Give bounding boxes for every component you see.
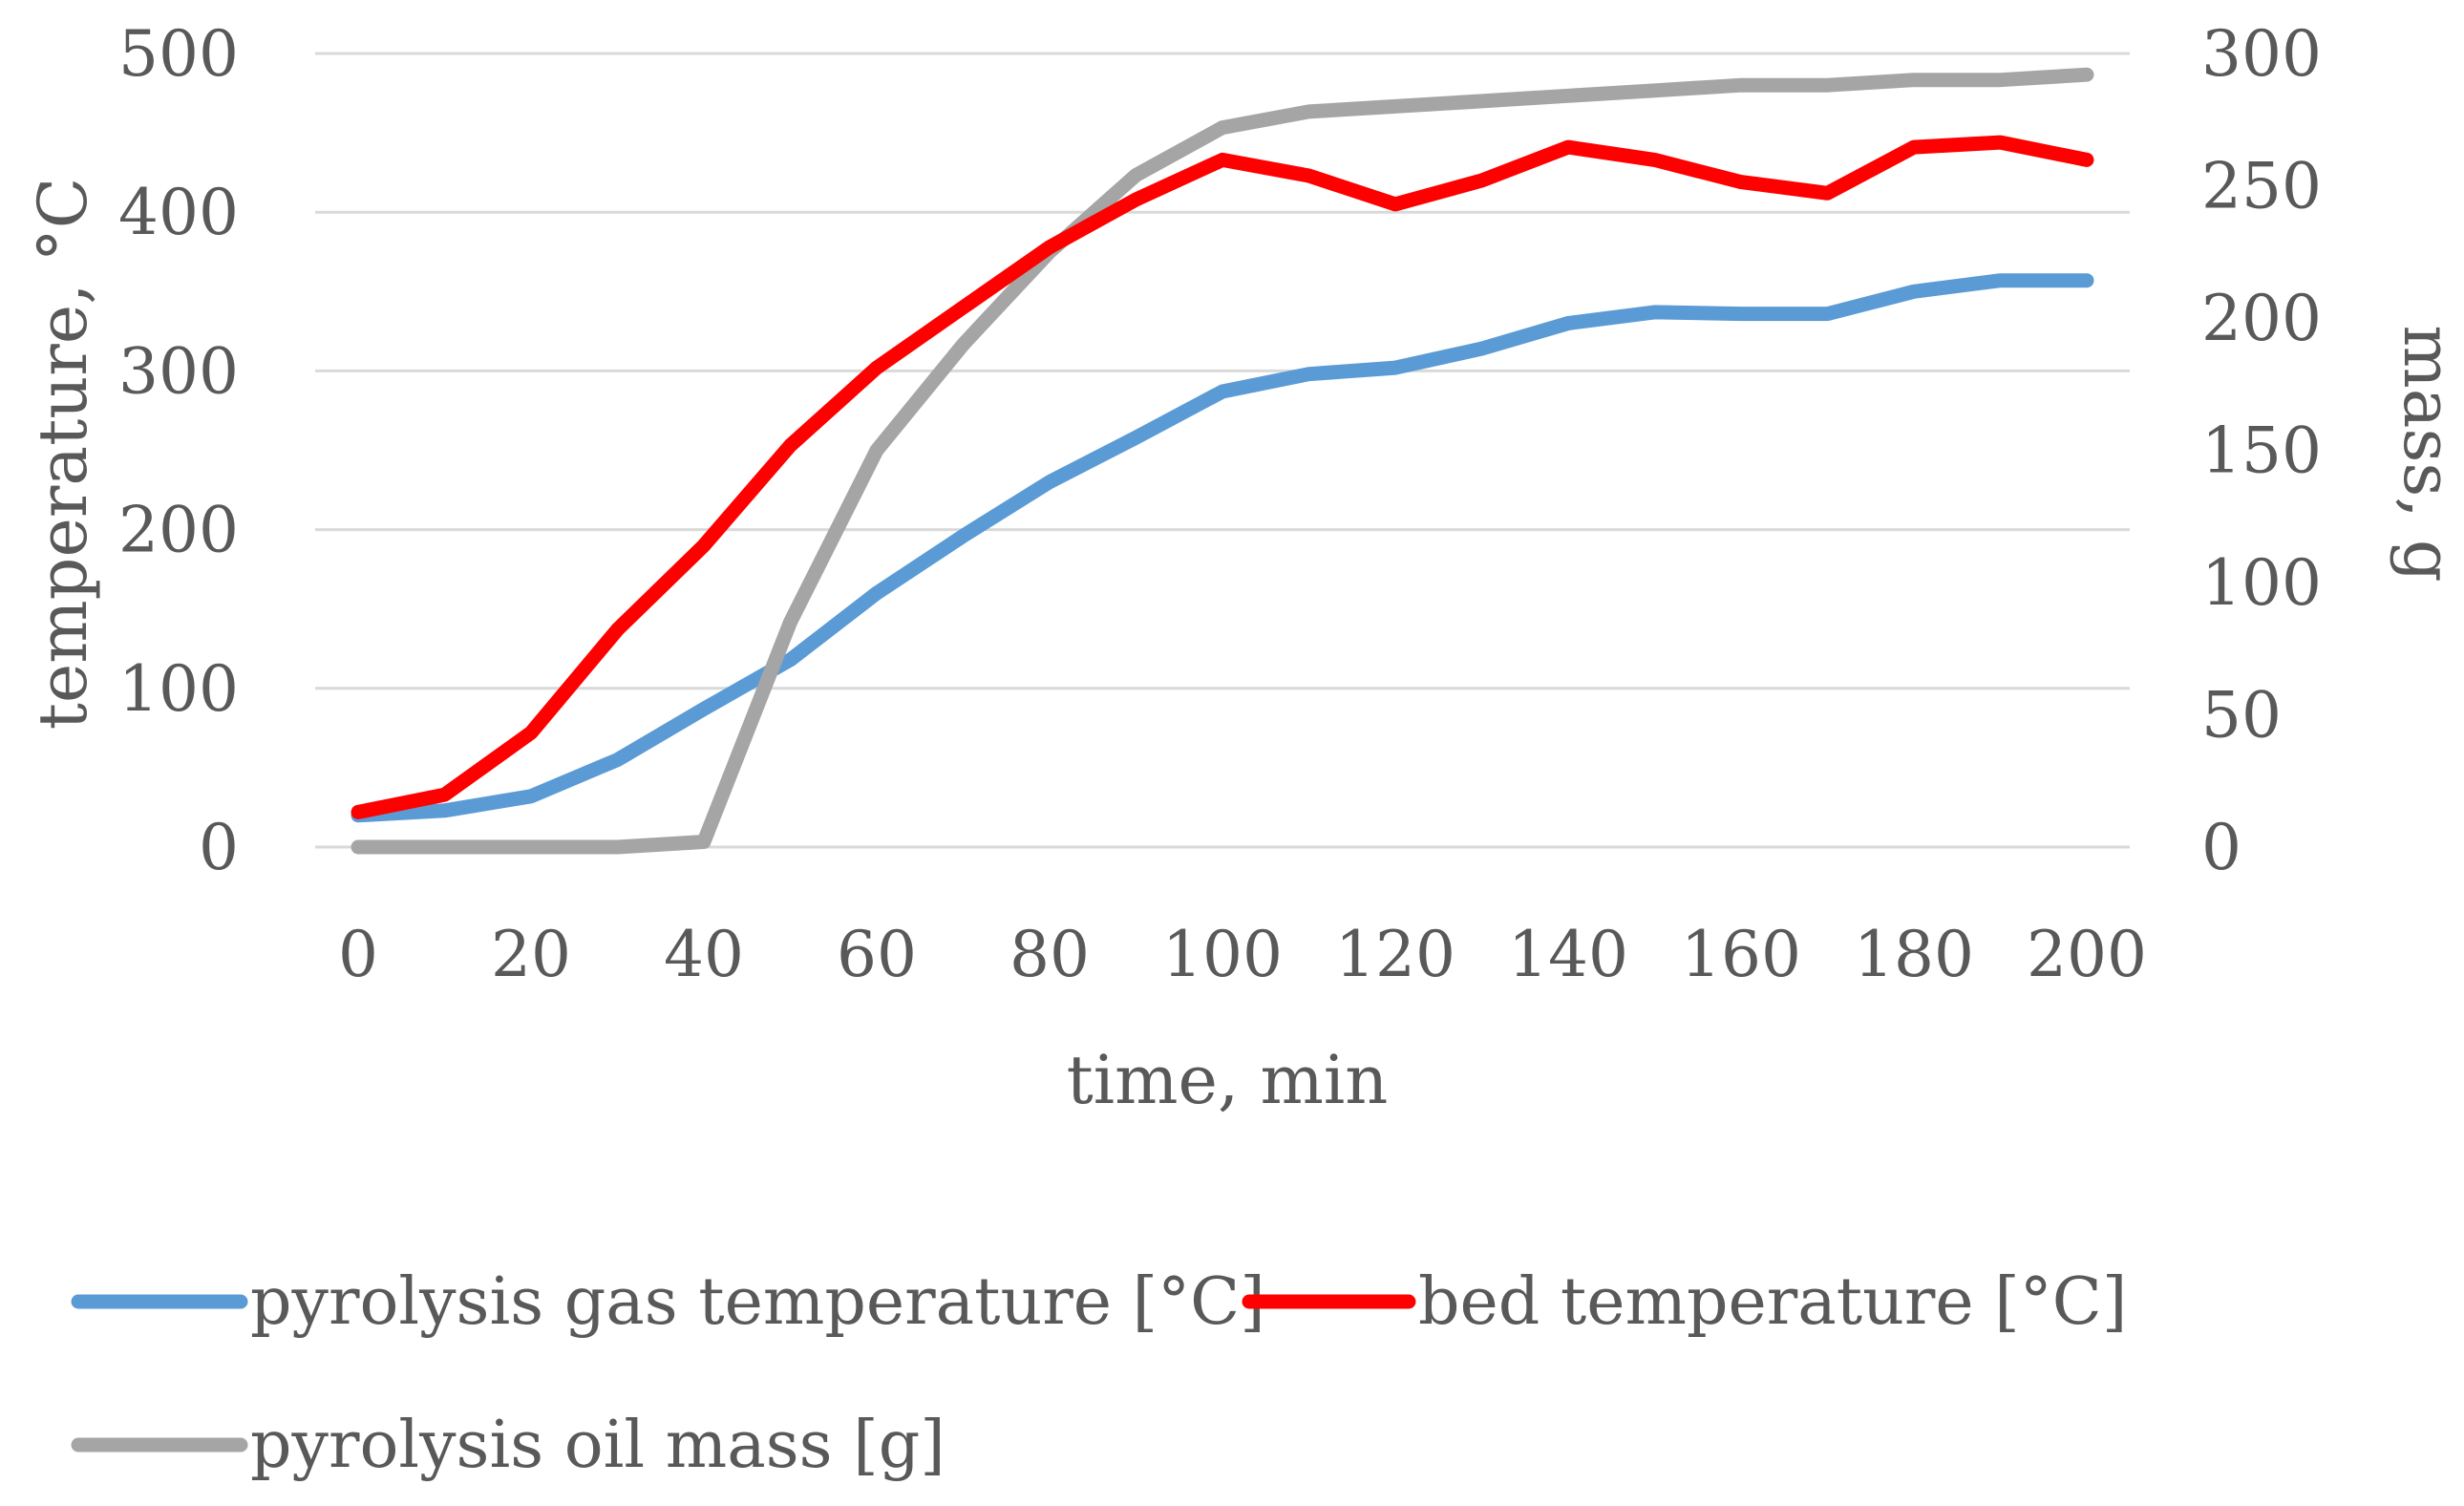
legend-item-bed-temperature[interactable]: bed temperature [°C] — [1242, 1264, 2127, 1340]
y2-tick-label: 300 — [2201, 17, 2322, 91]
x-tick-label: 40 — [664, 918, 744, 991]
legend-item-oil-mass[interactable]: pyrolysis oil mass [g] — [71, 1408, 945, 1483]
x-tick-label: 120 — [1335, 918, 1455, 991]
legend-label-gas-temperature: pyrolysis gas temperature [°C] — [250, 1264, 1265, 1340]
right-axis-ticks: 0 50 100 150 200 250 300 — [2201, 17, 2322, 884]
x-tick-label: 180 — [1854, 918, 1974, 991]
series-line-oil-mass — [350, 67, 2094, 855]
y2-tick-label: 50 — [2201, 679, 2282, 753]
x-tick-label: 200 — [2027, 918, 2147, 991]
y-tick-label: 300 — [118, 334, 239, 408]
y2-tick-label: 100 — [2201, 546, 2322, 620]
x-tick-label: 60 — [837, 918, 917, 991]
y-axis-title: temperature, °C — [24, 178, 102, 731]
series-line-gas-temperature — [350, 273, 2094, 823]
x-axis-title: time, min — [1067, 1041, 1389, 1119]
y2-tick-label: 250 — [2201, 150, 2322, 223]
series-line-bed-temperature — [350, 135, 2094, 819]
left-axis-ticks: 0 100 200 300 400 500 — [118, 17, 239, 884]
legend-label-bed-temperature: bed temperature [°C] — [1418, 1264, 2127, 1340]
y2-tick-label: 150 — [2201, 414, 2322, 488]
y2-axis-title: mass, g — [2389, 325, 2464, 582]
y-tick-label: 500 — [118, 17, 239, 91]
y-tick-label: 400 — [118, 176, 239, 249]
y2-tick-label: 0 — [2201, 811, 2241, 884]
y2-tick-label: 200 — [2201, 282, 2322, 355]
x-tick-label: 20 — [491, 918, 571, 991]
x-tick-label: 0 — [338, 918, 378, 991]
y-tick-label: 100 — [118, 652, 239, 726]
x-axis-ticks: 0 20 40 60 80 100 120 140 160 180 200 — [338, 918, 2147, 991]
gridlines — [315, 52, 2130, 849]
x-tick-label: 140 — [1508, 918, 1628, 991]
x-tick-label: 160 — [1681, 918, 1801, 991]
legend: pyrolysis gas temperature [°C] bed tempe… — [71, 1264, 2127, 1483]
y-tick-label: 0 — [199, 811, 239, 884]
x-tick-label: 80 — [1009, 918, 1090, 991]
legend-label-oil-mass: pyrolysis oil mass [g] — [250, 1408, 945, 1483]
y-tick-label: 200 — [118, 494, 239, 567]
series-lines — [350, 67, 2094, 855]
x-tick-label: 100 — [1162, 918, 1283, 991]
legend-item-gas-temperature[interactable]: pyrolysis gas temperature [°C] — [71, 1264, 1265, 1340]
